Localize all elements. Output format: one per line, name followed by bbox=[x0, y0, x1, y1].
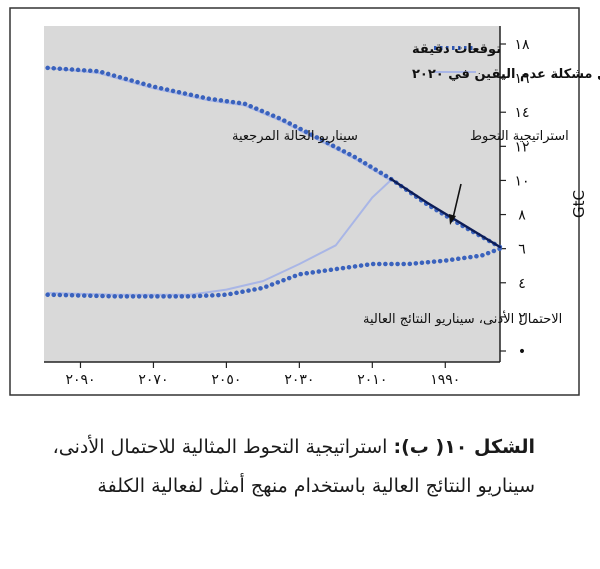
y-tick-label: ٤ bbox=[518, 276, 526, 292]
legend-solid-label: حل مشكلة عدم اليقين في ٢٠٢٠ bbox=[412, 67, 600, 82]
y-tick-label: ١٨ bbox=[514, 37, 530, 53]
x-tick-label: ٢٠٣٠ bbox=[284, 372, 314, 388]
annotation-low-high: الاحتمال الأدنى، سيناريو النتائج العالية bbox=[363, 310, 562, 327]
x-tick-label: ١٩٩٠ bbox=[430, 372, 460, 388]
caption-label: الشكل ١٠( ب): bbox=[394, 436, 536, 458]
annotation-reference: سيناريو الحالة المرجعية bbox=[232, 129, 358, 144]
x-tick-label: ٢٠٩٠ bbox=[65, 372, 95, 388]
x-tick-label: ٢٠١٠ bbox=[357, 372, 387, 388]
figure-caption: الشكل ١٠( ب): استراتيجية التحوط المثالية… bbox=[20, 428, 535, 506]
y-tick-label: ١٠ bbox=[514, 173, 529, 189]
y-axis-label: GtC bbox=[570, 190, 588, 218]
annotation-hedging: استراتيجية التحوط bbox=[470, 129, 569, 144]
y-tick-label: ٨ bbox=[518, 208, 526, 224]
x-tick-label: ٢٠٧٠ bbox=[138, 372, 168, 388]
y-tick-label: ٦ bbox=[518, 242, 526, 258]
y-tick-label: • bbox=[518, 344, 526, 360]
y-tick-label: ١٤ bbox=[514, 105, 529, 121]
legend-dotted-label: توقعات دقيقة bbox=[412, 42, 501, 57]
x-tick-label: ٢٠٥٠ bbox=[211, 372, 241, 388]
